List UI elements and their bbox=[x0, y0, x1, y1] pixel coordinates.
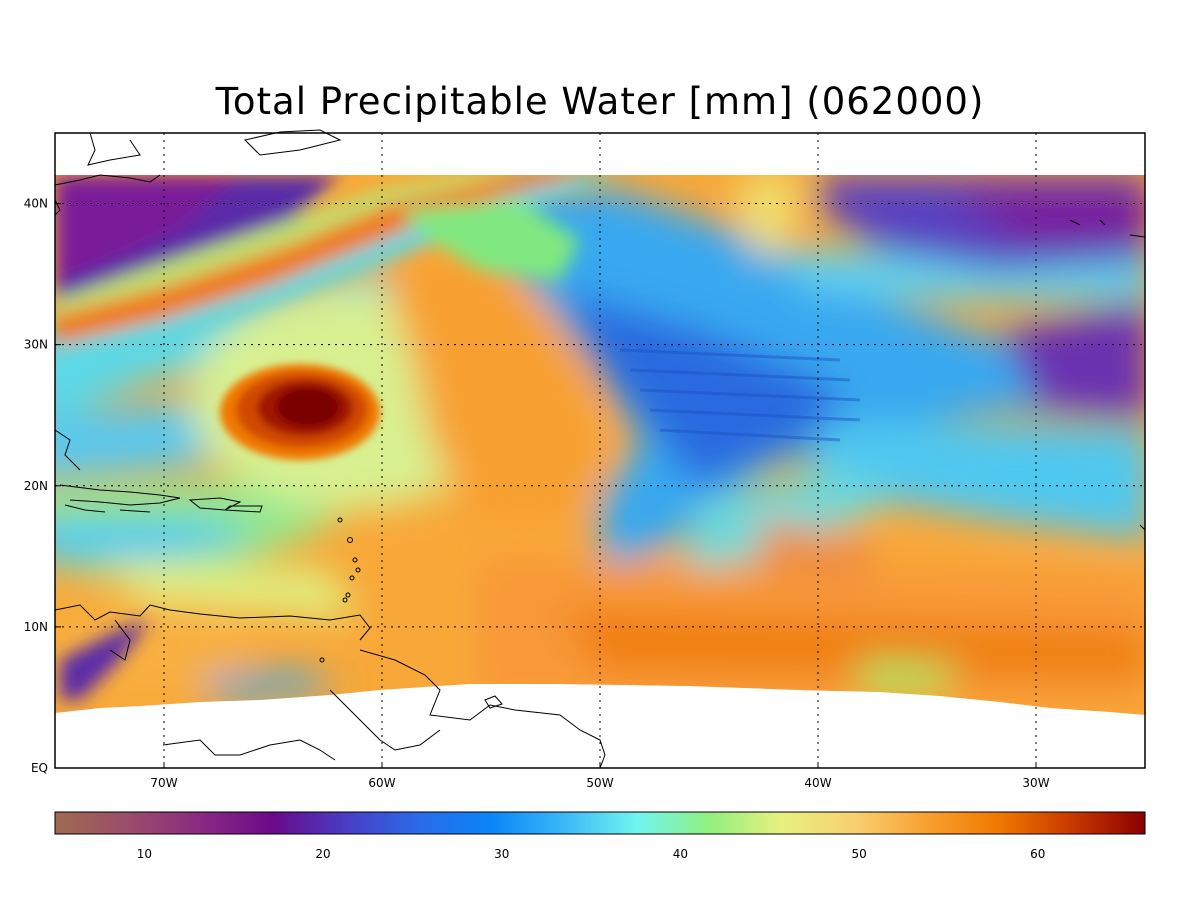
precipitable-water-field bbox=[55, 175, 1145, 715]
colorbar: 10 20 30 40 50 60 bbox=[54, 811, 1146, 861]
coastlines bbox=[54, 129, 1146, 769]
map-title: Total Precipitable Water [mm] (062000) bbox=[215, 80, 985, 123]
lon-tick-label: 50W bbox=[586, 776, 613, 790]
colorbar-tick-label: 50 bbox=[851, 847, 866, 861]
lat-tick-label: 20N bbox=[24, 479, 48, 493]
hurricane-eye bbox=[220, 364, 380, 460]
colorbar-tick-label: 20 bbox=[315, 847, 330, 861]
lat-lon-grid bbox=[55, 133, 1145, 768]
colorbar-tick-label: 40 bbox=[673, 847, 688, 861]
lon-tick-label: 70W bbox=[150, 776, 177, 790]
colorbar-tick-label: 10 bbox=[137, 847, 152, 861]
map-axes: 40N 30N 20N 10N EQ 70W 60W 50W 40W 30W bbox=[24, 132, 1146, 790]
lon-tick-label: 30W bbox=[1022, 776, 1049, 790]
colorbar-tick-label: 60 bbox=[1030, 847, 1045, 861]
lat-tick-label: 30N bbox=[24, 338, 48, 352]
lat-tick-label: 10N bbox=[24, 620, 48, 634]
lat-tick-label: 40N bbox=[24, 197, 48, 211]
colorbar-gradient bbox=[54, 811, 1146, 835]
lon-tick-label: 60W bbox=[368, 776, 395, 790]
lon-tick-label: 40W bbox=[804, 776, 831, 790]
lat-tick-label: EQ bbox=[31, 761, 48, 775]
colorbar-tick-label: 30 bbox=[494, 847, 509, 861]
lesser-antilles bbox=[319, 517, 361, 663]
